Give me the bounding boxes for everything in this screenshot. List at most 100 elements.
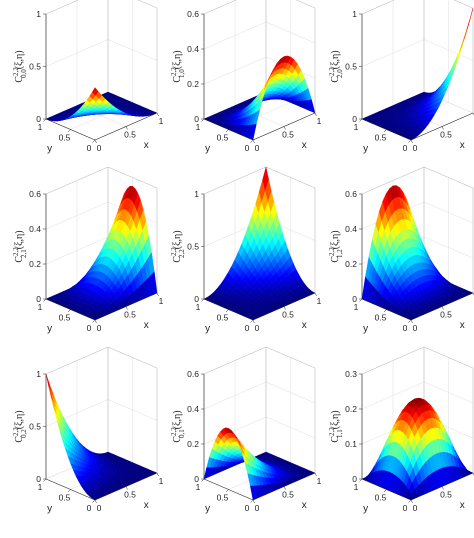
wall-grid-line xyxy=(203,21,316,50)
y-axis-label: y xyxy=(363,503,368,514)
z-tick-label: 1 xyxy=(194,189,199,199)
box-edge xyxy=(361,0,395,15)
box-edge xyxy=(107,166,158,189)
x-tick-mark xyxy=(252,499,255,504)
z-tick-label: 1 xyxy=(36,9,41,19)
x-tick-label: 0 xyxy=(255,323,260,333)
x-tick-mark xyxy=(410,139,413,144)
x-axis-label: x xyxy=(460,140,465,151)
z-axis-label: C2,20,1(ξ,η) xyxy=(170,410,186,442)
y-tick-label: 0 xyxy=(403,503,408,513)
z-tick-label: 0.6 xyxy=(187,369,199,379)
surface xyxy=(361,185,474,321)
y-tick-label: 0.5 xyxy=(375,493,387,503)
z-tick-label: 0.5 xyxy=(187,242,199,252)
x-tick-label: 0.5 xyxy=(124,310,136,320)
x-tick-label: 0.5 xyxy=(440,130,452,140)
x-tick-mark xyxy=(410,499,413,504)
z-axis-label: C2,20,2(ξ,η) xyxy=(12,410,28,442)
x-tick-mark xyxy=(441,306,444,310)
wall-grid-line xyxy=(361,166,474,195)
x-tick-mark xyxy=(283,486,286,490)
box-edge xyxy=(361,166,425,195)
wall-grid-line xyxy=(203,346,316,375)
x-tick-label: 1 xyxy=(159,476,164,486)
x-tick-label: 0 xyxy=(97,143,102,153)
y-tick-mark xyxy=(359,118,363,122)
z-axis-label: C2,20,0(ξ,η) xyxy=(12,50,28,82)
x-tick-mark xyxy=(125,306,128,310)
z-tick-label: 0.5 xyxy=(29,422,41,432)
y-tick-mark xyxy=(43,478,47,482)
box-edge xyxy=(45,0,79,15)
box-edge xyxy=(423,166,474,189)
z-tick-label: 0.6 xyxy=(29,189,41,199)
y-tick-label: 0 xyxy=(245,323,250,333)
y-tick-label: 1 xyxy=(38,482,43,492)
y-axis-label: y xyxy=(363,143,368,154)
wall-grid-line xyxy=(45,166,158,195)
y-tick-label: 0 xyxy=(245,143,250,153)
y-tick-label: 0 xyxy=(87,503,92,513)
y-tick-mark xyxy=(250,139,254,143)
y-tick-mark xyxy=(92,139,96,143)
x-tick-label: 0.5 xyxy=(282,310,294,320)
x-tick-mark xyxy=(156,472,159,477)
x-tick-mark xyxy=(314,292,317,297)
x-tick-mark xyxy=(156,292,159,297)
z-tick-label: 0.4 xyxy=(345,224,357,234)
x-tick-mark xyxy=(94,499,97,504)
y-axis-label: y xyxy=(47,143,52,154)
y-axis-label: y xyxy=(205,323,210,334)
box-edge xyxy=(295,0,316,9)
y-tick-label: 0.5 xyxy=(59,493,71,503)
y-tick-label: 0 xyxy=(403,143,408,153)
z-tick-label: 0.6 xyxy=(187,9,199,19)
x-tick-label: 0 xyxy=(413,503,418,513)
wall-grid-line xyxy=(361,346,474,375)
z-tick-label: 0 xyxy=(36,474,41,484)
x-tick-label: 1 xyxy=(159,116,164,126)
z-tick-label: 0.2 xyxy=(345,259,357,269)
y-tick-mark xyxy=(225,129,229,133)
y-tick-label: 1 xyxy=(196,482,201,492)
x-tick-label: 0.5 xyxy=(124,490,136,500)
surface xyxy=(203,166,316,321)
z-tick-label: 0.4 xyxy=(187,44,199,54)
z-axis-label: C2,21,1(ξ,η) xyxy=(328,410,344,442)
y-tick-mark xyxy=(359,298,363,302)
x-tick-mark xyxy=(94,139,97,144)
y-tick-mark xyxy=(43,298,47,302)
y-tick-label: 1 xyxy=(354,122,359,132)
y-tick-label: 0 xyxy=(403,323,408,333)
box-edge xyxy=(45,166,109,195)
y-tick-mark xyxy=(67,489,71,493)
z-tick-label: 1 xyxy=(352,9,357,19)
y-tick-label: 1 xyxy=(38,302,43,312)
x-tick-mark xyxy=(252,139,255,144)
z-tick-label: 0 xyxy=(194,474,199,484)
z-axis-label: C2,22,2(ξ,η) xyxy=(170,230,186,262)
z-tick-label: 0 xyxy=(352,294,357,304)
surface xyxy=(45,185,158,321)
box-edge xyxy=(453,0,474,9)
y-tick-label: 0.5 xyxy=(59,313,71,323)
box-edge xyxy=(203,166,267,195)
y-tick-label: 1 xyxy=(354,482,359,492)
y-tick-mark xyxy=(383,489,387,493)
x-axis-label: x xyxy=(302,320,307,331)
y-tick-mark xyxy=(201,298,205,302)
y-tick-mark xyxy=(201,478,205,482)
x-tick-label: 0.5 xyxy=(282,490,294,500)
y-tick-mark xyxy=(408,319,412,323)
box-edge xyxy=(203,0,237,15)
x-tick-label: 1 xyxy=(159,296,164,306)
x-tick-label: 0.5 xyxy=(440,490,452,500)
y-tick-mark xyxy=(408,139,412,143)
z-tick-label: 0.2 xyxy=(345,404,357,414)
